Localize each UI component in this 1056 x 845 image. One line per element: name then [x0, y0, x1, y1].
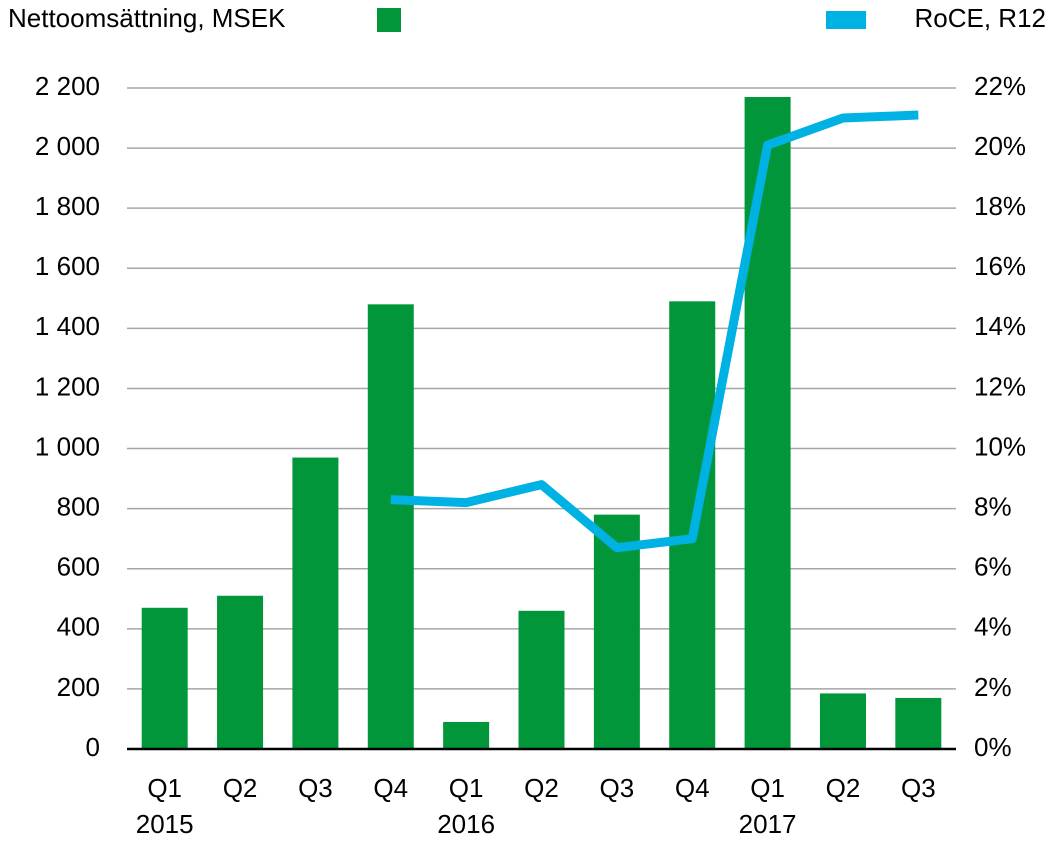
y-tick-label: 0 [86, 732, 100, 762]
bar [819, 693, 866, 749]
x-tick-label: Q2 [223, 773, 258, 803]
bar [593, 514, 640, 749]
y2-tick-label: 8% [974, 492, 1012, 522]
y2-tick-label: 18% [974, 191, 1026, 221]
y2-tick-label: 6% [974, 552, 1012, 582]
bar [367, 304, 414, 749]
bar [443, 721, 490, 749]
y-tick-label: 1 000 [35, 431, 100, 461]
bar [141, 607, 188, 749]
y2-tick-label: 4% [974, 612, 1012, 642]
legend-label: RoCE, R12 [915, 3, 1047, 33]
y2-tick-label: 12% [974, 371, 1026, 401]
y-tick-label: 800 [57, 492, 100, 522]
legend-swatch [377, 8, 401, 32]
y-tick-label: 1 200 [35, 371, 100, 401]
y-tick-label: 1 800 [35, 191, 100, 221]
bar [518, 610, 565, 749]
x-tick-label: Q2 [826, 773, 861, 803]
y2-tick-label: 20% [974, 131, 1026, 161]
x-tick-label: Q2 [524, 773, 559, 803]
x-tick-label: Q1 [449, 773, 484, 803]
y2-tick-label: 14% [974, 311, 1026, 341]
y2-tick-label: 0% [974, 732, 1012, 762]
bar [895, 697, 942, 749]
legend-label: Nettoomsättning, MSEK [8, 3, 286, 33]
bar [744, 97, 791, 750]
y-tick-label: 1 600 [35, 251, 100, 281]
x-group-label: 2016 [437, 809, 495, 839]
y-tick-label: 400 [57, 612, 100, 642]
y-tick-label: 600 [57, 552, 100, 582]
x-tick-label: Q3 [298, 773, 333, 803]
legend-swatch [826, 11, 866, 29]
x-group-label: 2017 [739, 809, 797, 839]
line [390, 110, 919, 553]
x-tick-label: Q1 [147, 773, 182, 803]
x-tick-label: Q3 [901, 773, 936, 803]
bar [217, 595, 264, 749]
x-tick-label: Q1 [750, 773, 785, 803]
x-tick-label: Q3 [600, 773, 635, 803]
bar [292, 457, 339, 749]
y2-tick-label: 16% [974, 251, 1026, 281]
y-tick-label: 2 200 [35, 71, 100, 101]
x-group-label: 2015 [136, 809, 194, 839]
x-tick-label: Q4 [675, 773, 710, 803]
y-tick-label: 200 [57, 672, 100, 702]
y-tick-label: 2 000 [35, 131, 100, 161]
y-tick-label: 1 400 [35, 311, 100, 341]
y2-tick-label: 22% [974, 71, 1026, 101]
y2-tick-label: 10% [974, 431, 1026, 461]
y2-tick-label: 2% [974, 672, 1012, 702]
x-tick-label: Q4 [373, 773, 408, 803]
